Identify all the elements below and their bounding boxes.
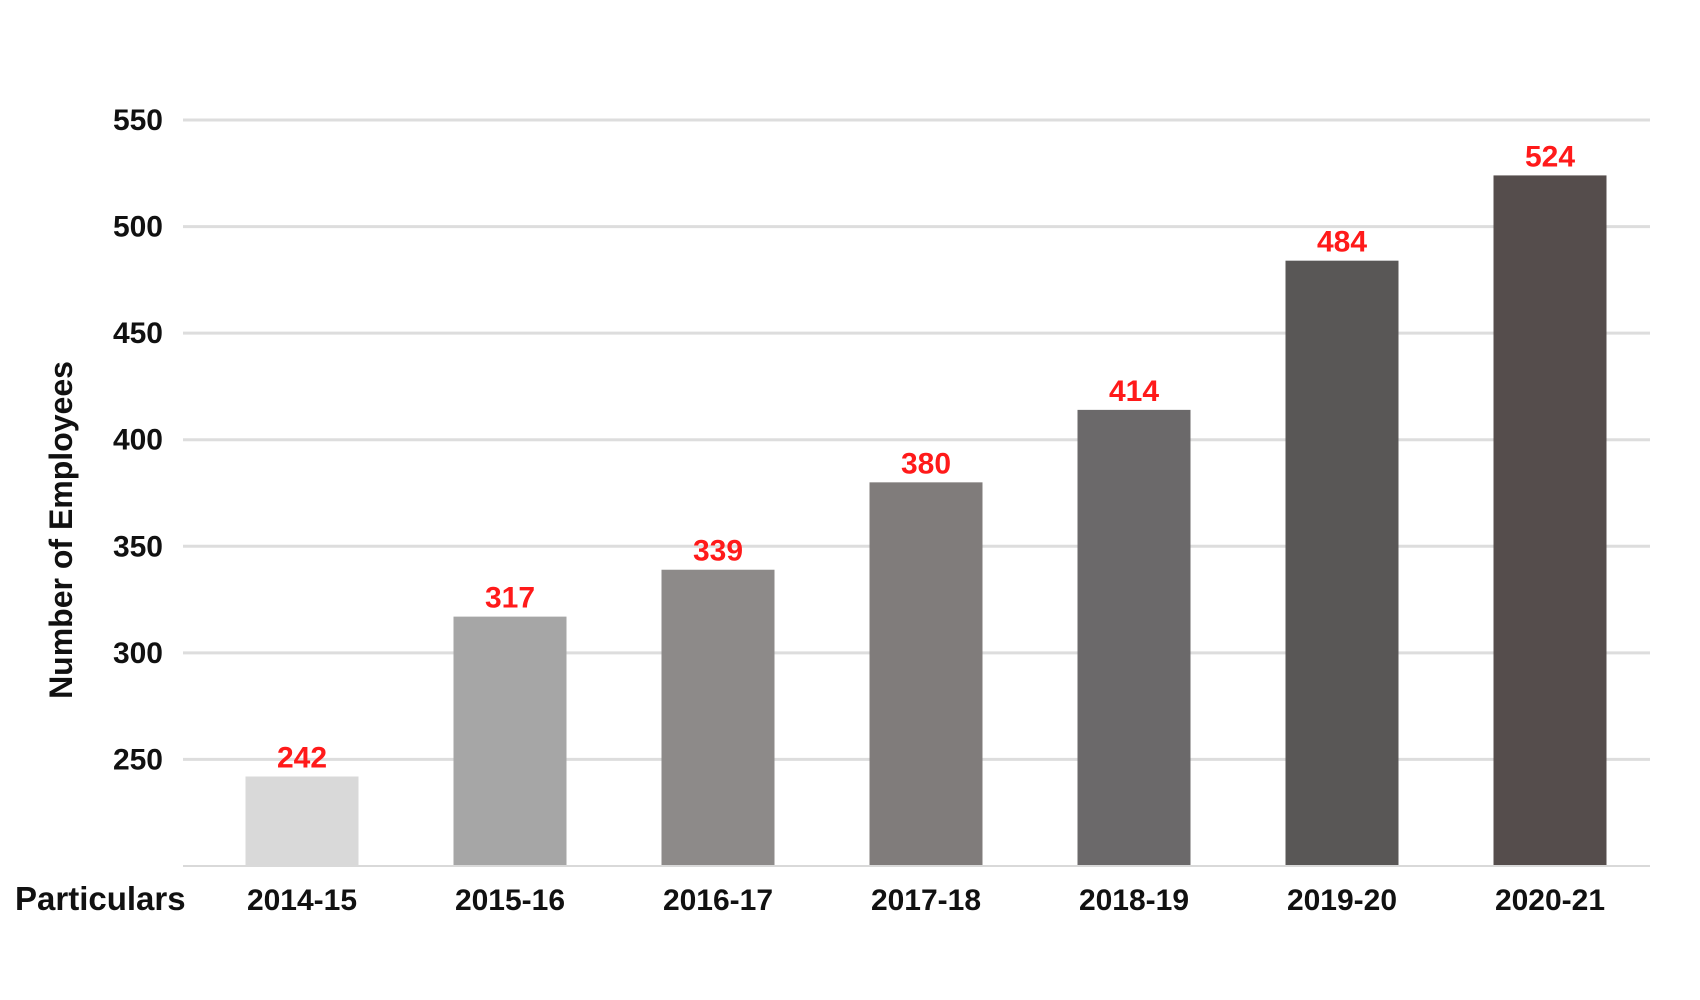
x-tick-label: 2017-18	[871, 884, 981, 917]
x-tick-label: 2014-15	[247, 884, 357, 917]
y-tick-label: 550	[113, 104, 163, 137]
x-tick-label: 2015-16	[455, 884, 565, 917]
bar-2014-15	[245, 776, 359, 866]
y-tick-label: 300	[113, 637, 163, 670]
data-label-2017-18: 380	[901, 447, 951, 480]
y-tick-label: 500	[113, 211, 163, 244]
x-tick-label: 2016-17	[663, 884, 773, 917]
data-label-2020-21: 524	[1525, 140, 1575, 173]
y-tick-label: 350	[113, 530, 163, 563]
y-tick-label: 250	[113, 743, 163, 776]
bar-2020-21	[1493, 175, 1607, 867]
data-labels: 242 317 339 380 414 484 524	[277, 140, 1575, 774]
y-tick-label: 450	[113, 317, 163, 350]
bar-2016-17	[661, 569, 775, 866]
x-tick-label: 2020-21	[1495, 884, 1605, 917]
bar-2015-16	[453, 616, 567, 866]
data-label-2015-16: 317	[485, 582, 535, 615]
y-axis-ticks: 250 300 350 400 450 500 550	[113, 104, 163, 776]
bar-2017-18	[869, 482, 983, 866]
data-label-2018-19: 414	[1109, 375, 1159, 408]
x-axis-ticks: 2014-15 2015-16 2016-17 2017-18 2018-19 2019-…	[247, 884, 1605, 917]
bars	[245, 175, 1607, 867]
data-label-2014-15: 242	[277, 741, 327, 774]
y-tick-label: 400	[113, 424, 163, 457]
data-label-2019-20: 484	[1317, 226, 1367, 259]
data-label-2016-17: 339	[693, 535, 743, 568]
x-axis-label: Particulars	[15, 880, 186, 917]
bar-2018-19	[1077, 409, 1191, 866]
x-tick-label: 2019-20	[1287, 884, 1397, 917]
y-axis-label: Number of Employees	[43, 361, 79, 699]
x-tick-label: 2018-19	[1079, 884, 1189, 917]
bar-2019-20	[1285, 260, 1399, 866]
